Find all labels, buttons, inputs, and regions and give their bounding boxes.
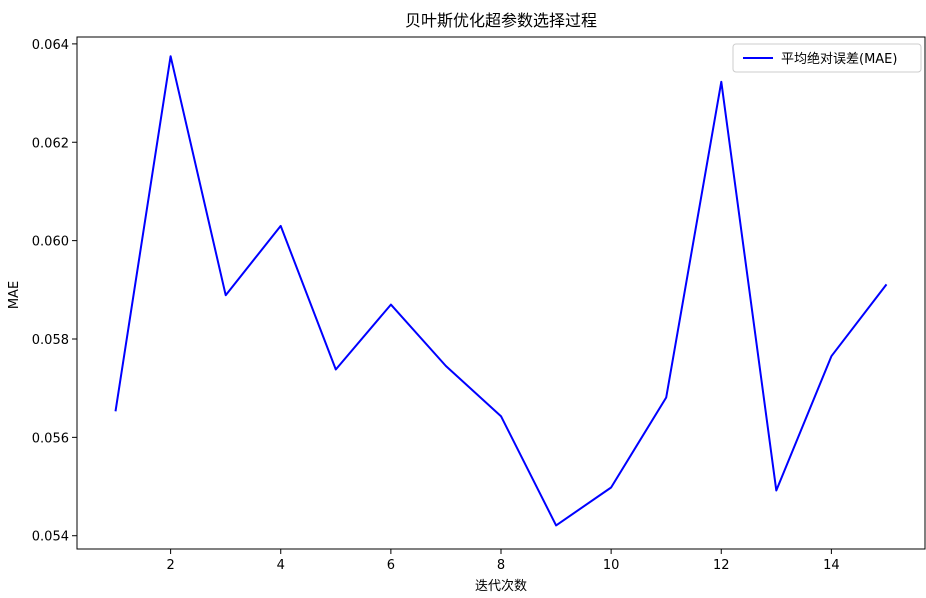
- plot-frame: [76, 36, 926, 550]
- x-tick-label: 2: [166, 558, 174, 573]
- x-tick-label: 14: [823, 558, 840, 573]
- x-axis-label: 迭代次数: [475, 578, 527, 594]
- x-axis: 2 4 6 8 10 12 14: [166, 549, 840, 573]
- plot-area: [76, 36, 926, 550]
- x-tick-label: 10: [603, 558, 620, 573]
- chart-title: 贝叶斯优化超参数选择过程: [405, 11, 597, 30]
- legend-label: 平均绝对误差(MAE): [781, 51, 897, 67]
- y-tick-label: 0.056: [32, 431, 69, 446]
- x-tick-label: 6: [387, 558, 395, 573]
- y-tick-label: 0.058: [32, 333, 69, 348]
- x-tick-label: 8: [497, 558, 505, 573]
- series-line: [114, 55, 888, 527]
- legend: 平均绝对误差(MAE): [732, 43, 922, 73]
- x-tick-label: 12: [713, 558, 730, 573]
- x-tick-label: 4: [277, 558, 285, 573]
- y-tick-label: 0.062: [32, 136, 69, 151]
- y-tick-label: 0.064: [32, 38, 69, 53]
- legend-box: [732, 43, 922, 73]
- y-axis-label: MAE: [7, 281, 22, 309]
- y-tick-label: 0.060: [32, 235, 69, 250]
- y-axis: 0.054 0.056 0.058 0.060 0.062 0.064: [32, 38, 77, 545]
- y-tick-label: 0.054: [32, 530, 69, 545]
